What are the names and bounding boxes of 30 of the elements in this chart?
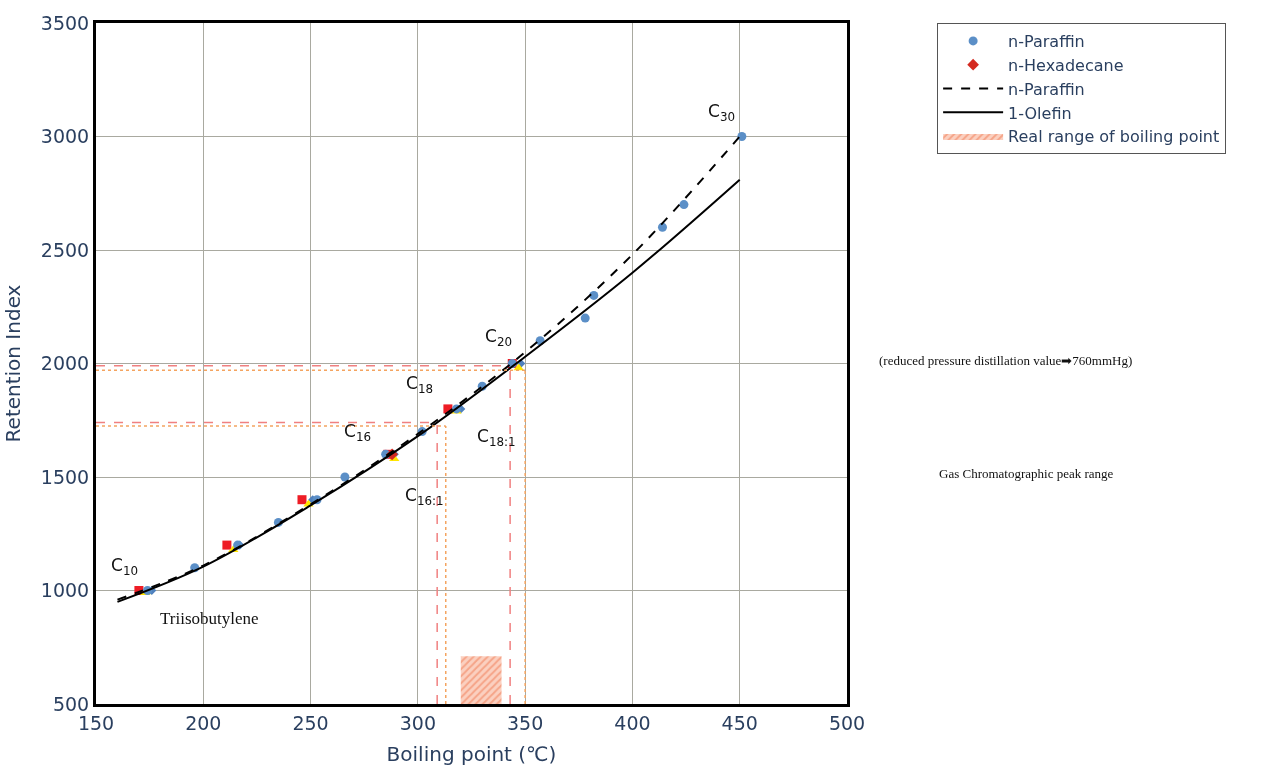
legend-label: 1-Olefin: [1008, 103, 1072, 123]
annotation: C$_{16:1}$: [405, 485, 444, 508]
y-tick-label: 2500: [40, 238, 90, 261]
legend-label: n-Paraffin: [1008, 79, 1085, 99]
annotation: C$_{20}$: [485, 326, 513, 349]
legend-label: Real range of boiling point: [1008, 127, 1220, 147]
y-tick-label: 3500: [40, 11, 90, 34]
x-tick-label: 200: [185, 711, 222, 734]
x-tick-label: 300: [399, 711, 436, 734]
y-axis-title: Retention Index: [1, 284, 26, 443]
x-axis-title: Boiling point (℃): [386, 742, 557, 767]
text: Gas Chromatographic peak range: [939, 466, 1114, 481]
annotation: C$_{10}$: [111, 555, 139, 578]
x-tick-label: 350: [507, 711, 544, 734]
annotation: C$_{16}$: [344, 421, 372, 444]
x-tick-label: 250: [292, 711, 329, 734]
legend-label: n-Hexadecane: [1008, 55, 1124, 75]
y-tick-label: 1000: [40, 579, 90, 602]
annotation: C$_{30}$: [708, 101, 736, 124]
annotation: Triisobutylene: [160, 609, 259, 628]
x-tick-label: 500: [828, 711, 866, 734]
text: (reduced pressure distillation value➡760mmHg): [879, 353, 1133, 368]
y-tick-label: 2000: [40, 352, 90, 375]
legend-label: n-Paraffin: [1008, 32, 1085, 52]
x-tick-label: 450: [721, 711, 758, 734]
y-tick-label: 3000: [40, 125, 90, 148]
annotation: C$_{18:1}$: [477, 426, 516, 449]
y-tick-label: 1500: [40, 465, 90, 488]
x-tick-label: 400: [614, 711, 651, 734]
annotation: C$_{18}$: [406, 373, 434, 396]
